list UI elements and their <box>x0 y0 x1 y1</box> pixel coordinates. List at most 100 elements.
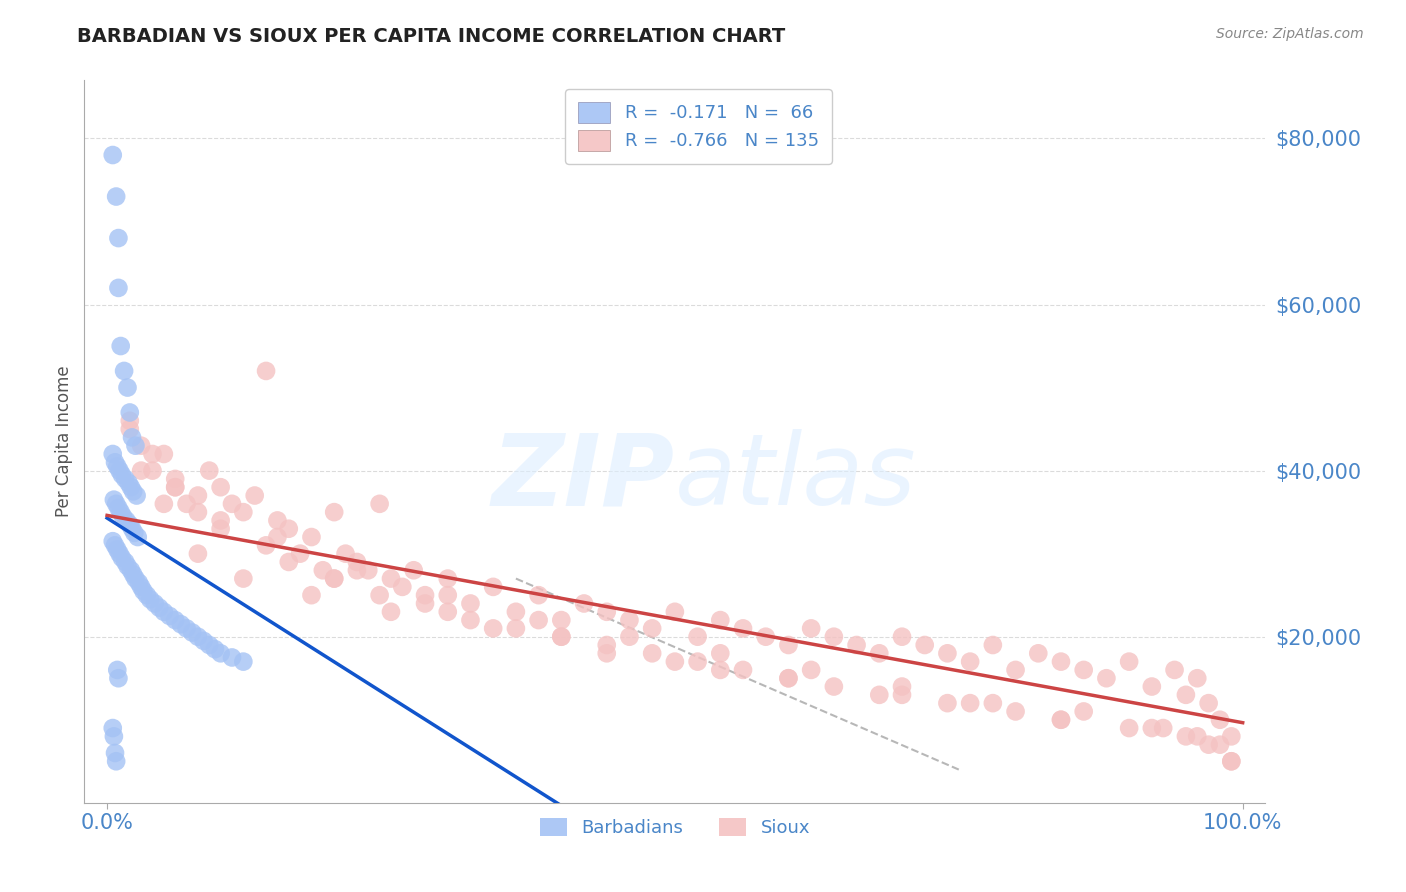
Point <box>346 555 368 569</box>
Point <box>139 592 162 607</box>
Point <box>165 480 187 494</box>
Point <box>1140 721 1163 735</box>
Point <box>187 630 209 644</box>
Point <box>402 563 425 577</box>
Point <box>436 572 458 586</box>
Point <box>1220 754 1243 768</box>
Point <box>141 447 163 461</box>
Point <box>357 563 380 577</box>
Point <box>118 405 141 419</box>
Point <box>731 621 754 635</box>
Point <box>120 563 142 577</box>
Point <box>209 513 232 527</box>
Point <box>110 339 132 353</box>
Point <box>103 492 125 507</box>
Point <box>181 625 204 640</box>
Point <box>209 480 232 494</box>
Point <box>114 555 136 569</box>
Point <box>1187 671 1209 685</box>
Point <box>380 572 402 586</box>
Point <box>254 364 277 378</box>
Point <box>170 617 193 632</box>
Point <box>1198 696 1220 710</box>
Point <box>118 414 141 428</box>
Point <box>110 505 132 519</box>
Point <box>505 605 527 619</box>
Point <box>125 489 148 503</box>
Point <box>243 489 266 503</box>
Point <box>204 642 226 657</box>
Point <box>596 646 619 660</box>
Point <box>129 580 152 594</box>
Point <box>117 380 139 394</box>
Point <box>121 430 143 444</box>
Point <box>232 655 254 669</box>
Point <box>380 605 402 619</box>
Point <box>148 600 170 615</box>
Point <box>731 663 754 677</box>
Point <box>135 588 157 602</box>
Point <box>165 472 187 486</box>
Point <box>122 484 145 499</box>
Point <box>277 555 299 569</box>
Point <box>232 572 254 586</box>
Point <box>686 630 709 644</box>
Point <box>105 542 128 557</box>
Point <box>1050 655 1073 669</box>
Point <box>112 364 135 378</box>
Point <box>1004 705 1026 719</box>
Point <box>187 547 209 561</box>
Point <box>288 547 311 561</box>
Point <box>641 621 664 635</box>
Point <box>153 447 176 461</box>
Point <box>778 671 800 685</box>
Point <box>128 575 150 590</box>
Point <box>596 638 619 652</box>
Point <box>254 538 277 552</box>
Point <box>368 588 391 602</box>
Point <box>105 663 128 677</box>
Point <box>800 663 823 677</box>
Point <box>118 422 141 436</box>
Point <box>891 688 914 702</box>
Point <box>709 646 731 660</box>
Point <box>111 550 134 565</box>
Point <box>187 489 209 503</box>
Point <box>413 588 436 602</box>
Point <box>117 559 139 574</box>
Point <box>1152 721 1174 735</box>
Point <box>124 439 146 453</box>
Point <box>619 630 641 644</box>
Point <box>104 455 127 469</box>
Point <box>436 605 458 619</box>
Y-axis label: Per Capita Income: Per Capita Income <box>55 366 73 517</box>
Point <box>323 572 346 586</box>
Point <box>845 638 868 652</box>
Point <box>105 497 128 511</box>
Point <box>107 671 129 685</box>
Point <box>868 688 890 702</box>
Point <box>482 621 505 635</box>
Point <box>165 480 187 494</box>
Point <box>936 696 959 710</box>
Text: Source: ZipAtlas.com: Source: ZipAtlas.com <box>1216 27 1364 41</box>
Point <box>301 588 323 602</box>
Point <box>108 464 131 478</box>
Point <box>221 650 243 665</box>
Point <box>1220 730 1243 744</box>
Point <box>104 538 127 552</box>
Point <box>1174 730 1197 744</box>
Point <box>1073 663 1095 677</box>
Point <box>1163 663 1185 677</box>
Point <box>505 621 527 635</box>
Point <box>596 605 619 619</box>
Point <box>664 655 686 669</box>
Point <box>1209 713 1232 727</box>
Point <box>1050 713 1073 727</box>
Point <box>664 605 686 619</box>
Point <box>346 563 368 577</box>
Point <box>104 746 127 760</box>
Point <box>122 567 145 582</box>
Point <box>103 730 125 744</box>
Point <box>277 522 299 536</box>
